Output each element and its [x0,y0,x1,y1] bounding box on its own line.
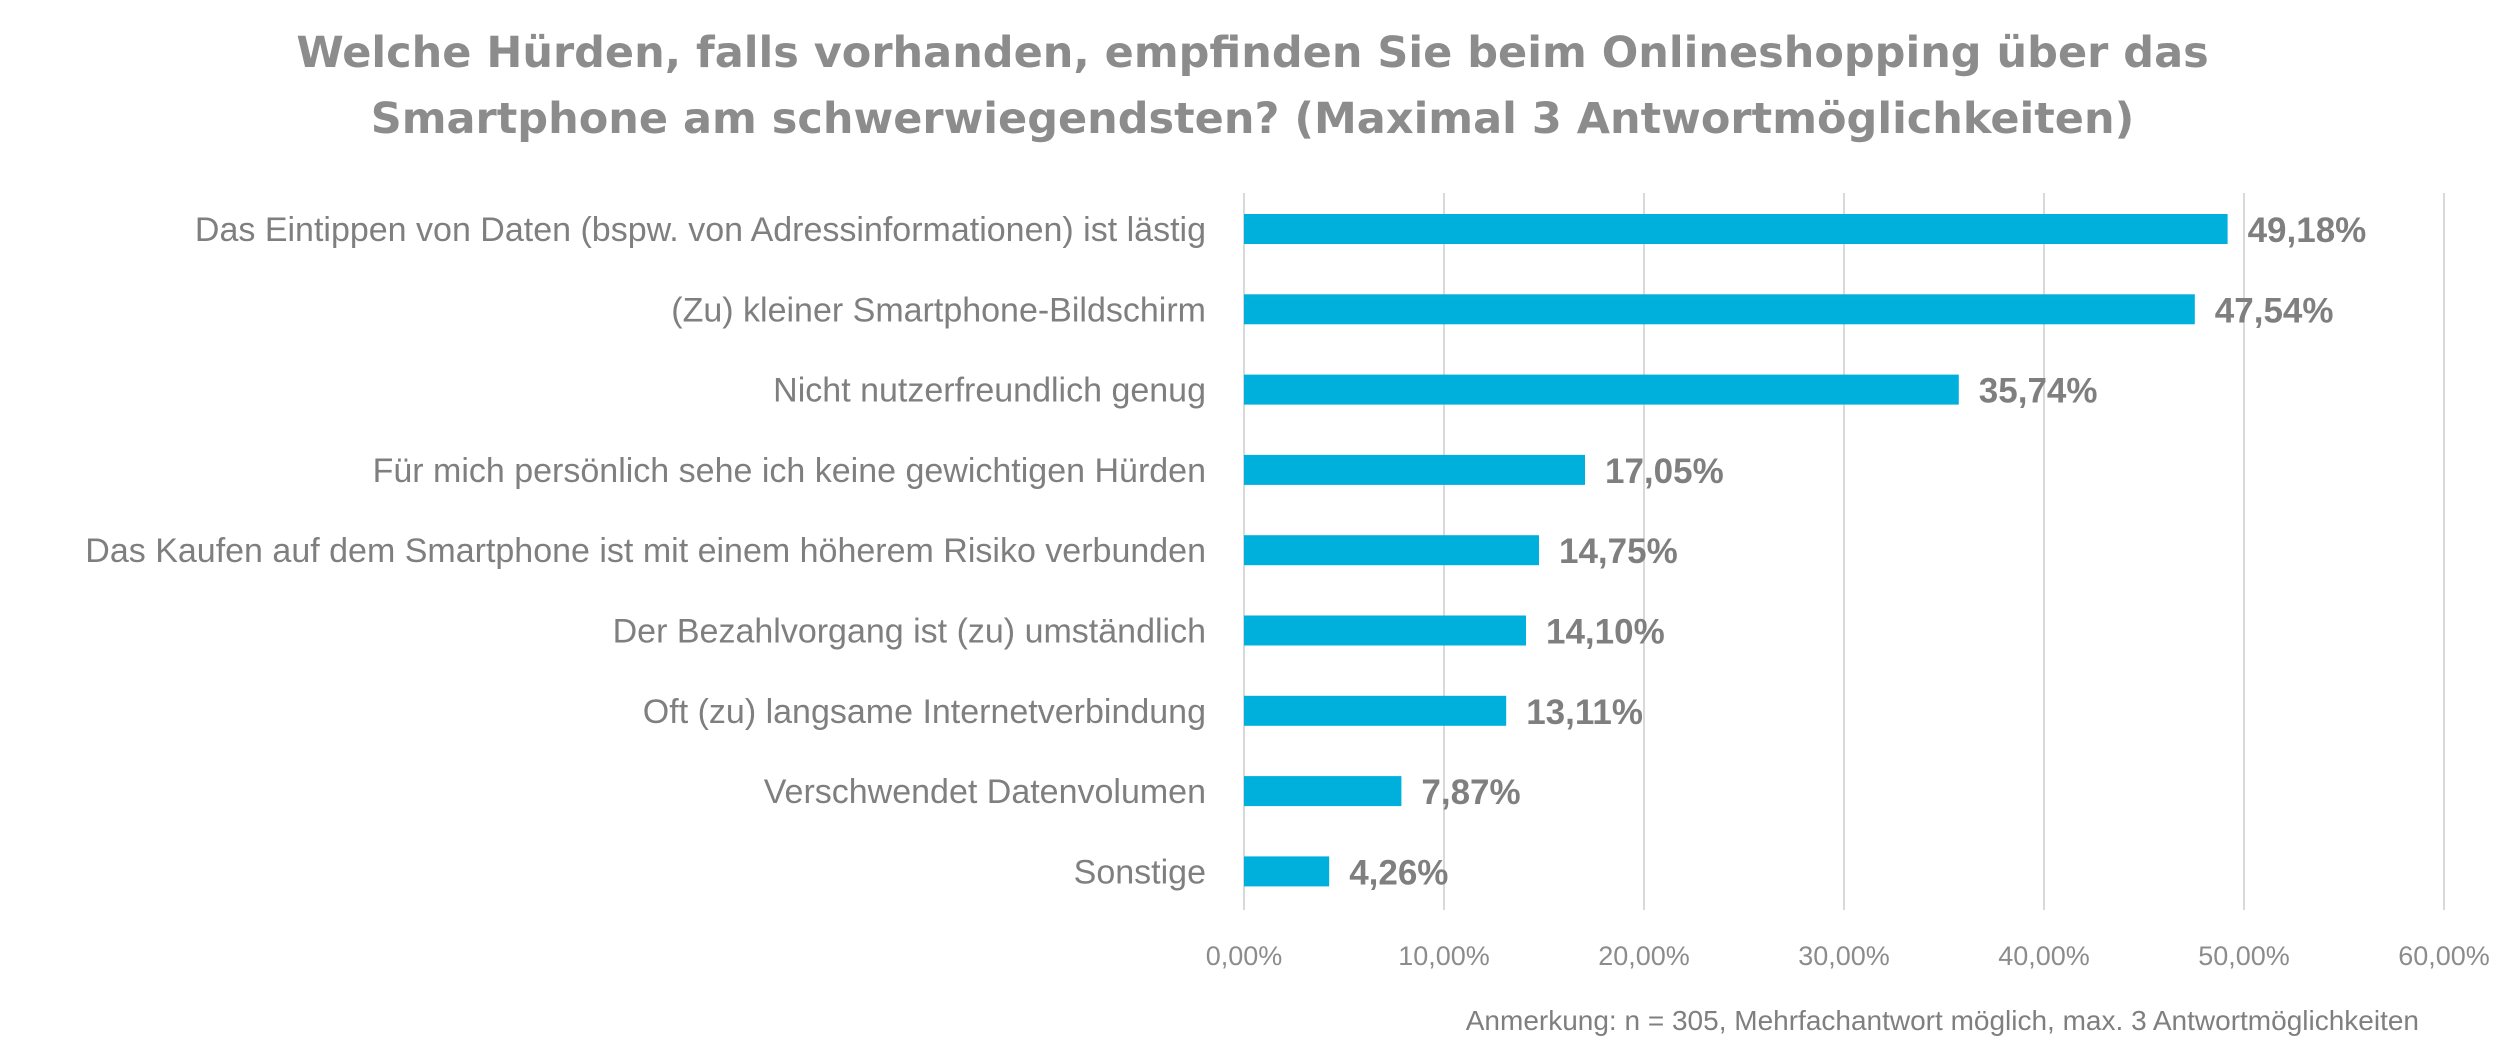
chart-title: Welche Hürden, falls vorhanden, empfinde… [0,20,2505,152]
bar-5 [1244,615,1526,646]
chart-title-line-1: Welche Hürden, falls vorhanden, empfinde… [296,28,2209,78]
bars [1244,214,2228,887]
category-label-3: Für mich persönlich sehe ich keine gewic… [373,452,1206,490]
value-label-5: 14,10% [1546,613,1665,652]
bar-0 [1244,214,2228,244]
value-label-2: 35,74% [1979,372,2098,411]
category-label-4: Das Kaufen auf dem Smartphone ist mit ei… [85,532,1206,570]
category-label-8: Sonstige [1074,853,1206,891]
bar-6 [1244,695,1507,726]
x-tick-label-6: 60,00% [2398,941,2490,971]
category-label-1: (Zu) kleiner Smartphone-Bildschirm [671,291,1206,329]
chart-note: Anmerkung: n = 305, Mehrfachantwort mögl… [1465,1005,2419,1036]
x-tick-label-5: 50,00% [2198,941,2290,971]
x-tick-label-2: 20,00% [1598,941,1690,971]
bar-3 [1244,454,1585,485]
value-label-8: 4,26% [1349,853,1448,892]
bar-4 [1244,535,1539,566]
category-label-0: Das Eintippen von Daten (bspw. von Adres… [195,211,1206,249]
x-tick-label-0: 0,00% [1206,941,1283,971]
x-tick-label-4: 40,00% [1998,941,2090,971]
bar-8 [1244,856,1330,887]
chart-title-line-2: Smartphone am schwerwiegendsten? (Maxima… [370,94,2135,144]
x-tick-label-1: 10,00% [1398,941,1490,971]
category-label-2: Nicht nutzerfreundlich genug [773,372,1206,410]
value-labels: 49,18% 47,54% 35,74% 17,05% 14,75% 14,10% 13,1… [1349,211,2366,892]
category-label-5: Der Bezahlvorgang ist (zu) umständlich [613,613,1206,651]
bar-2 [1244,374,1959,405]
value-label-3: 17,05% [1605,452,1724,491]
value-label-1: 47,54% [2215,291,2334,330]
bar-1 [1244,294,2195,325]
category-label-7: Verschwendet Datenvolumen [764,773,1206,811]
value-label-0: 49,18% [2248,211,2367,250]
bar-7 [1244,776,1402,807]
category-label-6: Oft (zu) langsame Internetverbindung [643,693,1206,731]
value-label-7: 7,87% [1421,773,1520,812]
x-axis-tick-labels: 0,00% 10,00% 20,00% 30,00% 40,00% 50,00% 60,00… [1206,941,2490,971]
x-tick-label-3: 30,00% [1798,941,1890,971]
value-label-6: 13,11% [1526,693,1643,732]
category-labels: Das Eintippen von Daten (bspw. von Adres… [85,211,1206,891]
value-label-4: 14,75% [1559,532,1678,571]
